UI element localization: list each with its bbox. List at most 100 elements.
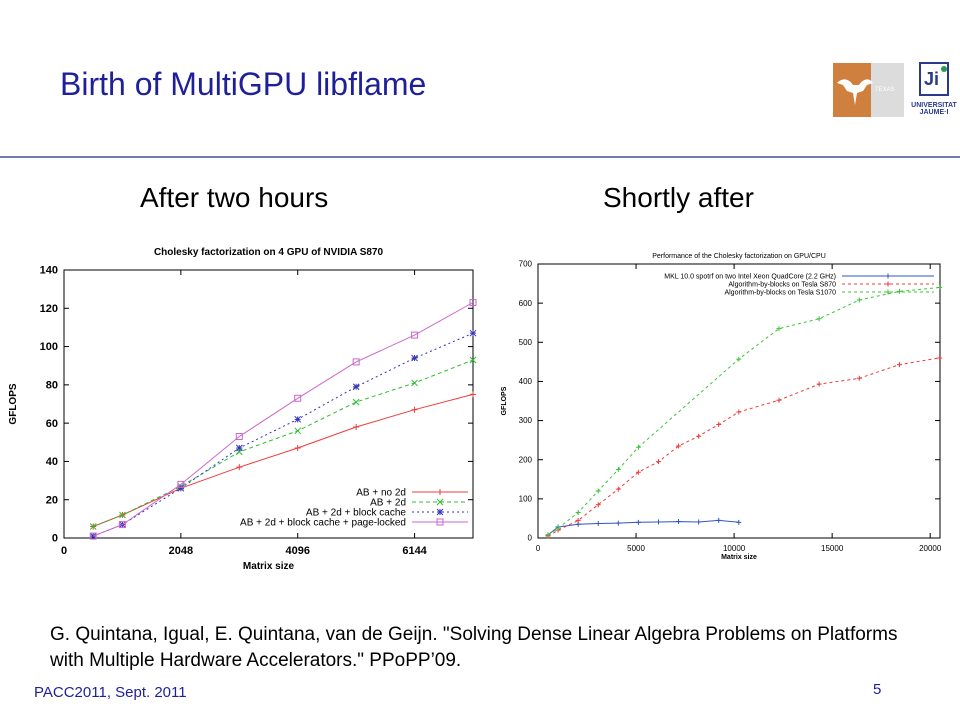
uji-logo-line1: UNIVERSITAT (911, 102, 957, 109)
data-point (736, 356, 742, 362)
legend-label: AB + 2d + block cache + page-locked (240, 517, 406, 528)
data-point (896, 362, 902, 368)
data-point (411, 406, 418, 413)
legend-label: MKL 10.0 spotrf on two Intel Xeon QuadCo… (664, 273, 836, 280)
data-point (655, 519, 661, 525)
series-4 (89, 299, 477, 540)
y-tick-label: 400 (519, 377, 533, 386)
data-point (615, 486, 621, 492)
data-point (716, 517, 722, 523)
citation: G. Quintana, Igual, E. Quintana, van de … (50, 624, 898, 671)
x-axis-label: Matrix size (243, 561, 295, 572)
data-point (676, 443, 682, 449)
data-point (937, 355, 943, 361)
x-axis-label: Matrix size (721, 554, 757, 561)
y-tick-label: 500 (519, 338, 533, 347)
x-tick-label: 15000 (821, 544, 844, 553)
x-tick-label: 6144 (402, 545, 427, 557)
data-point (937, 284, 943, 290)
y-tick-label: 40 (46, 456, 58, 468)
y-tick-label: 80 (46, 380, 58, 392)
data-point (856, 297, 862, 303)
legend-label: Algorithm-by-blocks on Tesla S870 (728, 281, 836, 288)
uji-logo-line2: JAUME·I (919, 109, 949, 116)
data-point (411, 354, 418, 362)
data-point (89, 532, 97, 540)
y-tick-label: 0 (52, 533, 58, 545)
y-tick-label: 200 (519, 455, 533, 464)
data-point (696, 519, 702, 525)
y-tick-label: 60 (46, 418, 58, 430)
data-point (352, 398, 360, 406)
data-point (545, 532, 551, 538)
series-line (547, 287, 940, 536)
data-point (89, 523, 97, 530)
data-point (816, 316, 822, 322)
data-point (856, 375, 862, 381)
data-point (696, 433, 702, 439)
chart-title: Performance of the Cholesky factorizatio… (652, 253, 826, 260)
universitat-jaume-logo: Ji UNIVERSITAT JAUME·I (910, 61, 958, 121)
data-point (294, 394, 302, 402)
data-point (177, 484, 185, 492)
data-point (595, 488, 601, 494)
slide-title: Birth of MultiGPU libflame (60, 66, 427, 102)
footer-text: PACC2011, Sept. 2011 (34, 684, 187, 701)
x-tick-label: 0 (536, 544, 541, 553)
left-heading: After two hours (140, 182, 329, 213)
x-tick-label: 4096 (285, 545, 309, 557)
x-tick-label: 5000 (627, 544, 645, 553)
data-point (615, 467, 621, 472)
data-point (437, 489, 443, 495)
legend-label: AB + 2d (370, 497, 406, 508)
data-point (436, 498, 444, 506)
data-point (885, 281, 891, 287)
y-tick-label: 120 (40, 303, 58, 315)
data-point (635, 519, 641, 525)
data-point (635, 444, 641, 450)
data-point (776, 397, 782, 403)
data-point (235, 433, 243, 441)
university-of-texas-logo: TEXAS (833, 63, 904, 117)
x-tick-label: 0 (61, 545, 67, 557)
x-tick-label: 2048 (169, 545, 193, 557)
y-tick-label: 100 (519, 495, 533, 504)
data-point (615, 520, 621, 526)
data-point (555, 525, 561, 531)
data-point (436, 508, 444, 516)
legend-label: AB + 2d + block cache (306, 507, 407, 518)
data-point (676, 519, 682, 525)
y-tick-label: 300 (519, 416, 533, 425)
data-point (469, 329, 477, 337)
svg-text:Ji: Ji (924, 69, 939, 89)
y-tick-label: 700 (519, 260, 533, 269)
data-point (470, 391, 476, 398)
data-point (236, 464, 243, 471)
data-point (235, 444, 243, 452)
y-tick-label: 100 (40, 341, 58, 353)
data-point (635, 469, 641, 475)
data-point (411, 379, 418, 387)
data-point (294, 415, 302, 423)
legend-label: Algorithm-by-blocks on Tesla S1070 (724, 289, 836, 296)
data-point (736, 409, 742, 415)
data-point (736, 519, 742, 525)
data-point (896, 288, 902, 294)
data-point (436, 518, 444, 526)
legend-label: AB + no 2d (356, 487, 406, 498)
cholesky-gpu-cpu-chart: Performance of the Cholesky factorizatio… (501, 253, 943, 561)
data-point (411, 331, 419, 339)
legend: MKL 10.0 spotrf on two Intel Xeon QuadCo… (664, 273, 934, 296)
y-tick-label: 0 (528, 534, 533, 543)
data-point (595, 502, 601, 508)
y-axis-label: GFLOPS (501, 386, 508, 415)
data-point (352, 358, 360, 366)
title-divider (0, 156, 960, 158)
data-point (575, 510, 581, 516)
data-point (177, 480, 185, 488)
data-point (469, 356, 477, 364)
data-point (294, 445, 301, 452)
y-tick-label: 140 (40, 265, 58, 277)
data-point (885, 273, 891, 279)
series-3 (545, 284, 943, 538)
